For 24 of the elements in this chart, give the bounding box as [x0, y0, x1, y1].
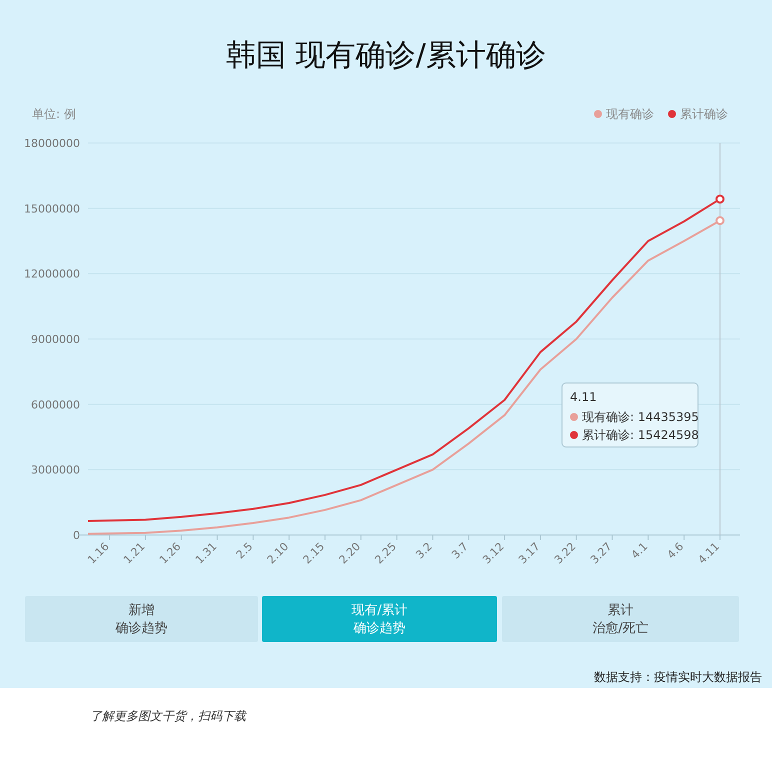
y-tick-label: 6000000 — [31, 398, 80, 412]
x-tick-label: 3.2 — [413, 540, 435, 562]
annotation: 现有确诊: 14435395 — [582, 410, 699, 424]
x-tick-label: 4.6 — [664, 540, 686, 562]
annotation: 累计确诊: 15424598 — [582, 428, 699, 442]
text: 累计治愈/死亡 — [592, 603, 649, 636]
y-tick-label: 12000000 — [24, 268, 80, 281]
x-tick-label: 2.5 — [234, 540, 256, 562]
y-tick-label: 18000000 — [24, 137, 80, 150]
x-tick-label: 3.7 — [449, 540, 471, 562]
tooltip: 4.11 现有确诊: 14435395 累计确诊: 15424598 — [562, 382, 699, 448]
annotation: 4.11 — [570, 390, 597, 404]
y-axis-title: 单位: 例 — [32, 107, 76, 121]
legend-label: 现有确诊 — [606, 107, 654, 121]
text: 数据支持：疫情实时大数据报告 — [594, 670, 762, 684]
chart-title: 韩国 现有确诊/累计确诊 — [226, 38, 546, 73]
y-tick-label: 15000000 — [24, 202, 80, 216]
y-tick-label: 9000000 — [31, 333, 80, 346]
legend-label: 累计确诊 — [680, 107, 728, 121]
text: 新增确诊趋势 — [114, 603, 168, 636]
y-tick-label: 3000000 — [31, 464, 80, 477]
text: 现有/累计确诊趋势 — [351, 603, 408, 636]
text: 了解更多图文干货，扫码下载 — [90, 709, 247, 723]
x-tick-label: 4.1 — [628, 540, 650, 562]
